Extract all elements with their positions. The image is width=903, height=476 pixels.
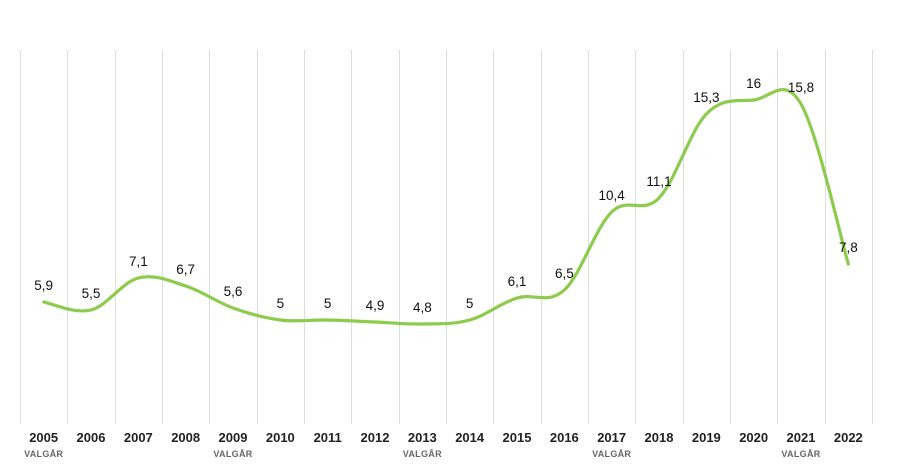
data-label: 4,8 (413, 300, 432, 315)
data-label: 5,9 (34, 278, 53, 293)
data-label: 5 (277, 296, 285, 311)
x-tick-label: 2015 (503, 430, 532, 445)
election-year-label: VALGÅR (592, 449, 631, 459)
data-labels: 5,9 5,5 7,1 6,7 5,6 5 5 4,9 4,8 5 6,1 6,5 10,4 11,1 15… (34, 76, 857, 315)
data-label: 6,7 (176, 262, 195, 277)
x-tick-label: 2005 (29, 430, 58, 445)
x-tick-label: 2012 (361, 430, 390, 445)
grid-lines (20, 50, 873, 424)
x-tick-label: 2007 (124, 430, 153, 445)
x-tick-label: 2016 (550, 430, 579, 445)
x-axis-labels: 2005 VALGÅR 2006 2007 2008 2009 VALGÅR 2010 2011… (24, 430, 863, 459)
series-line (42, 88, 850, 326)
data-label: 7,8 (839, 240, 858, 255)
x-tick-label: 2019 (692, 430, 721, 445)
data-label: 4,9 (366, 298, 385, 313)
data-label: 10,4 (599, 188, 626, 203)
election-year-label: VALGÅR (24, 449, 63, 459)
x-tick-label: 2006 (77, 430, 106, 445)
x-tick-label: 2008 (171, 430, 200, 445)
x-tick-label: 2021 (787, 430, 816, 445)
data-label: 16 (746, 76, 761, 91)
x-tick-label: 2018 (645, 430, 674, 445)
election-year-label: VALGÅR (213, 449, 252, 459)
data-label: 5,5 (82, 286, 101, 301)
election-year-label: VALGÅR (403, 449, 442, 459)
x-tick-label: 2014 (455, 430, 485, 445)
data-label: 6,1 (508, 274, 527, 289)
data-label: 15,3 (693, 90, 719, 105)
data-label: 6,5 (555, 266, 574, 281)
data-label: 11,1 (646, 174, 671, 189)
data-label: 15,8 (788, 80, 814, 95)
data-label: 5,6 (224, 284, 243, 299)
x-tick-label: 2020 (739, 430, 768, 445)
x-tick-label: 2017 (597, 430, 626, 445)
data-label: 5 (466, 296, 474, 311)
x-tick-label: 2013 (408, 430, 437, 445)
x-tick-label: 2022 (834, 430, 863, 445)
x-tick-label: 2010 (266, 430, 295, 445)
x-tick-label: 2011 (314, 430, 342, 445)
data-label: 7,1 (129, 254, 148, 269)
election-year-label: VALGÅR (781, 449, 820, 459)
x-tick-label: 2009 (219, 430, 248, 445)
data-label: 5 (324, 296, 332, 311)
